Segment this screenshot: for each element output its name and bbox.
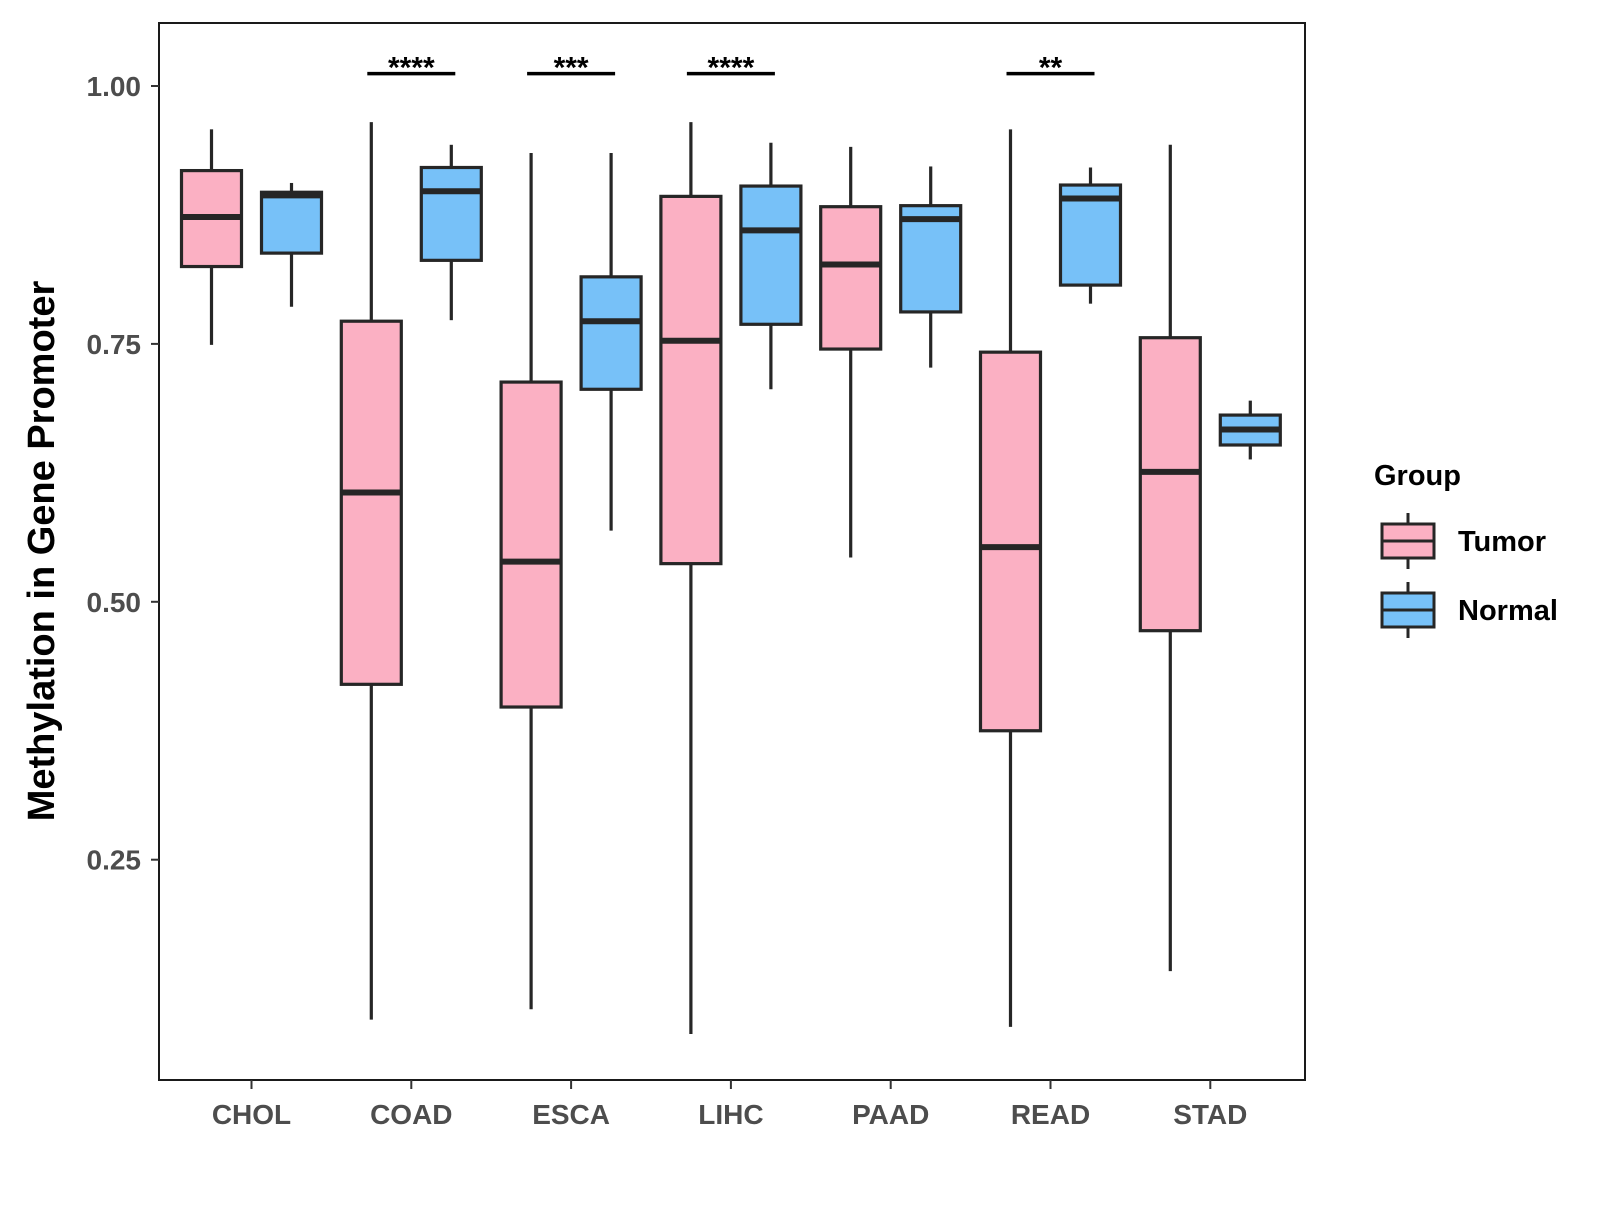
box-tumor-paad — [819, 146, 883, 558]
box-iqr — [659, 194, 723, 566]
legend-label-normal: Normal — [1458, 595, 1558, 627]
x-tick-label-paad: PAAD — [852, 1099, 929, 1130]
box-normal-chol — [259, 182, 324, 307]
boxes-layer — [179, 122, 1282, 1035]
box-tumor-read — [978, 129, 1043, 1027]
x-axis: CHOL COAD ESCA LIHC PAAD READ STAD — [212, 1080, 1247, 1130]
box-iqr — [259, 190, 324, 255]
box-iqr — [579, 275, 643, 391]
box-tumor-coad — [339, 122, 403, 1020]
x-tick-label-stad: STAD — [1173, 1099, 1247, 1130]
x-tick-label-read: READ — [1011, 1099, 1090, 1130]
box-iqr — [339, 319, 403, 686]
plot-panel-border — [158, 22, 1306, 1081]
y-tick-label: 1.00 — [87, 71, 142, 102]
legend-label-tumor: Tumor — [1458, 526, 1546, 558]
x-tick-label-coad: COAD — [370, 1099, 452, 1130]
box-normal-paad — [899, 166, 963, 368]
box-iqr — [499, 380, 563, 709]
y-axis-title: Methylation in Gene Promoter — [21, 281, 63, 822]
y-tick-label: 0.50 — [87, 587, 142, 618]
box-iqr — [819, 205, 883, 351]
significance-annotations: **** *** **** ** — [367, 52, 1095, 85]
significance-coad: **** — [367, 52, 456, 85]
x-tick-label-chol: CHOL — [212, 1099, 291, 1130]
box-tumor-stad — [1138, 144, 1202, 972]
box-iqr — [1058, 183, 1123, 287]
box-tumor-esca — [499, 153, 563, 1010]
box-iqr — [899, 204, 963, 314]
significance-read: ** — [1006, 52, 1095, 85]
y-tick-label: 0.25 — [87, 845, 142, 876]
y-axis: 0.25 0.50 0.75 1.00 — [87, 71, 159, 876]
significance-label: *** — [554, 52, 589, 85]
x-tick-label-esca: ESCA — [532, 1099, 610, 1130]
legend-title: Group — [1374, 460, 1461, 492]
box-normal-esca — [579, 153, 643, 531]
box-normal-stad — [1218, 400, 1282, 460]
significance-esca: *** — [527, 52, 616, 85]
box-iqr — [1138, 336, 1202, 633]
legend-item-normal: Normal — [1380, 582, 1558, 638]
significance-label: **** — [388, 52, 435, 85]
significance-label: **** — [708, 52, 755, 85]
box-tumor-lihc — [659, 122, 723, 1035]
box-iqr — [419, 165, 483, 262]
box-normal-lihc — [739, 142, 803, 390]
y-tick-label: 0.75 — [87, 329, 142, 360]
box-tumor-chol — [179, 129, 244, 345]
x-tick-label-lihc: LIHC — [698, 1099, 763, 1130]
box-iqr — [978, 350, 1043, 733]
significance-lihc: **** — [686, 52, 775, 85]
legend-item-tumor: Tumor — [1380, 513, 1546, 569]
legend: Group Tumor Normal — [1374, 460, 1558, 638]
significance-label: ** — [1039, 52, 1063, 85]
box-normal-coad — [419, 144, 483, 321]
box-iqr — [739, 184, 803, 326]
box-normal-read — [1058, 167, 1123, 304]
